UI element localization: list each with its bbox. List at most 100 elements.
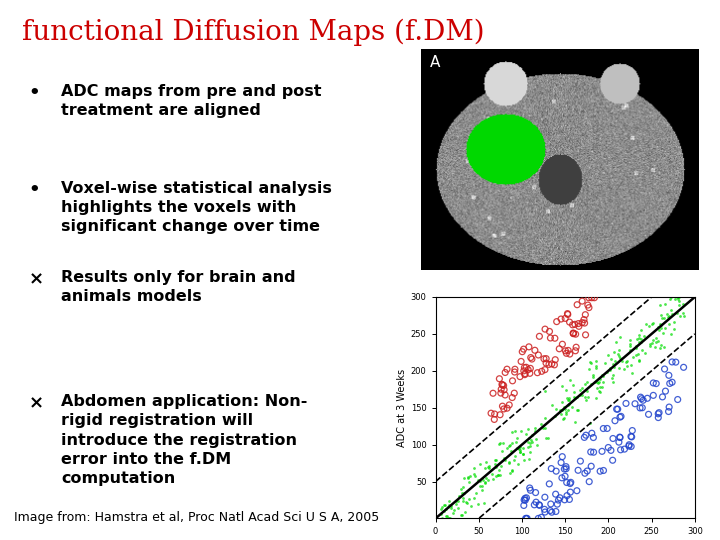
Point xyxy=(526,438,538,447)
Point xyxy=(570,343,582,352)
Point xyxy=(546,360,557,368)
Point xyxy=(472,500,484,509)
Point xyxy=(653,326,665,334)
Point xyxy=(498,404,510,413)
Point xyxy=(447,509,459,517)
Point xyxy=(638,332,649,341)
Point xyxy=(672,309,683,318)
Point xyxy=(653,408,665,417)
Point xyxy=(445,503,456,512)
Point xyxy=(598,377,609,386)
Point xyxy=(556,398,567,407)
Point xyxy=(644,342,656,350)
Point xyxy=(660,300,671,308)
Point xyxy=(579,469,590,477)
Point xyxy=(630,351,642,360)
Point xyxy=(506,428,518,436)
Point xyxy=(647,320,658,328)
Point xyxy=(539,325,551,333)
Point xyxy=(474,477,485,485)
Point xyxy=(607,378,618,387)
Point xyxy=(557,382,568,390)
Point xyxy=(518,456,530,464)
Point xyxy=(620,357,631,366)
Point xyxy=(568,393,580,401)
Text: A: A xyxy=(430,55,440,70)
Point xyxy=(663,407,675,416)
Point xyxy=(678,309,689,318)
Point xyxy=(601,368,613,376)
Point xyxy=(514,448,526,456)
Point xyxy=(520,429,531,438)
Point xyxy=(633,338,644,347)
Point xyxy=(506,393,518,402)
Point xyxy=(636,346,648,354)
Point xyxy=(562,346,574,355)
Point xyxy=(567,381,578,389)
Point xyxy=(609,416,621,425)
Point xyxy=(514,372,526,381)
Point xyxy=(614,433,626,441)
Point xyxy=(605,446,616,455)
Point xyxy=(530,498,541,507)
Point xyxy=(652,409,664,418)
Point xyxy=(610,337,621,346)
Point xyxy=(577,297,588,306)
Point xyxy=(664,379,675,388)
Point xyxy=(553,496,564,504)
Text: Voxel-wise statistical analysis
highlights the voxels with
significant change ov: Voxel-wise statistical analysis highligh… xyxy=(61,181,332,234)
Point xyxy=(661,310,672,319)
Point xyxy=(647,319,659,327)
Point xyxy=(531,441,542,450)
Point xyxy=(580,431,592,440)
Point xyxy=(633,331,644,340)
Point xyxy=(593,387,605,395)
Point xyxy=(525,442,536,450)
Point xyxy=(494,470,505,479)
Point xyxy=(440,511,451,520)
Point xyxy=(579,319,590,327)
Point xyxy=(507,376,518,385)
Point xyxy=(634,356,645,364)
Point xyxy=(452,504,464,512)
Point xyxy=(550,467,562,476)
Point xyxy=(498,454,510,462)
Point xyxy=(522,443,534,451)
Text: •: • xyxy=(29,84,40,102)
Point xyxy=(469,472,480,481)
Point xyxy=(640,320,652,328)
Point xyxy=(441,511,453,520)
Point xyxy=(480,474,492,482)
Point xyxy=(563,400,575,409)
Point xyxy=(634,403,646,412)
Point xyxy=(490,471,502,480)
Point xyxy=(482,476,494,485)
Point xyxy=(565,478,577,487)
Point xyxy=(564,350,575,359)
Point xyxy=(658,343,670,352)
Point xyxy=(528,501,540,509)
Point xyxy=(442,503,454,511)
Point xyxy=(595,467,606,476)
Point xyxy=(539,414,551,422)
Point xyxy=(673,300,685,309)
Point xyxy=(495,462,507,470)
Point xyxy=(654,301,665,309)
Point xyxy=(436,514,448,523)
Point xyxy=(520,514,531,523)
Point xyxy=(503,441,515,450)
Point xyxy=(474,482,485,491)
Point xyxy=(550,490,562,498)
Point xyxy=(494,438,505,447)
Point xyxy=(556,474,567,482)
Point xyxy=(489,459,500,468)
Point xyxy=(598,424,609,433)
Point xyxy=(469,470,480,478)
Point xyxy=(516,347,528,356)
Point xyxy=(557,453,568,461)
Point xyxy=(666,309,678,318)
Point xyxy=(585,462,597,470)
Point xyxy=(503,458,514,467)
Point xyxy=(526,355,538,363)
Point xyxy=(490,456,501,464)
